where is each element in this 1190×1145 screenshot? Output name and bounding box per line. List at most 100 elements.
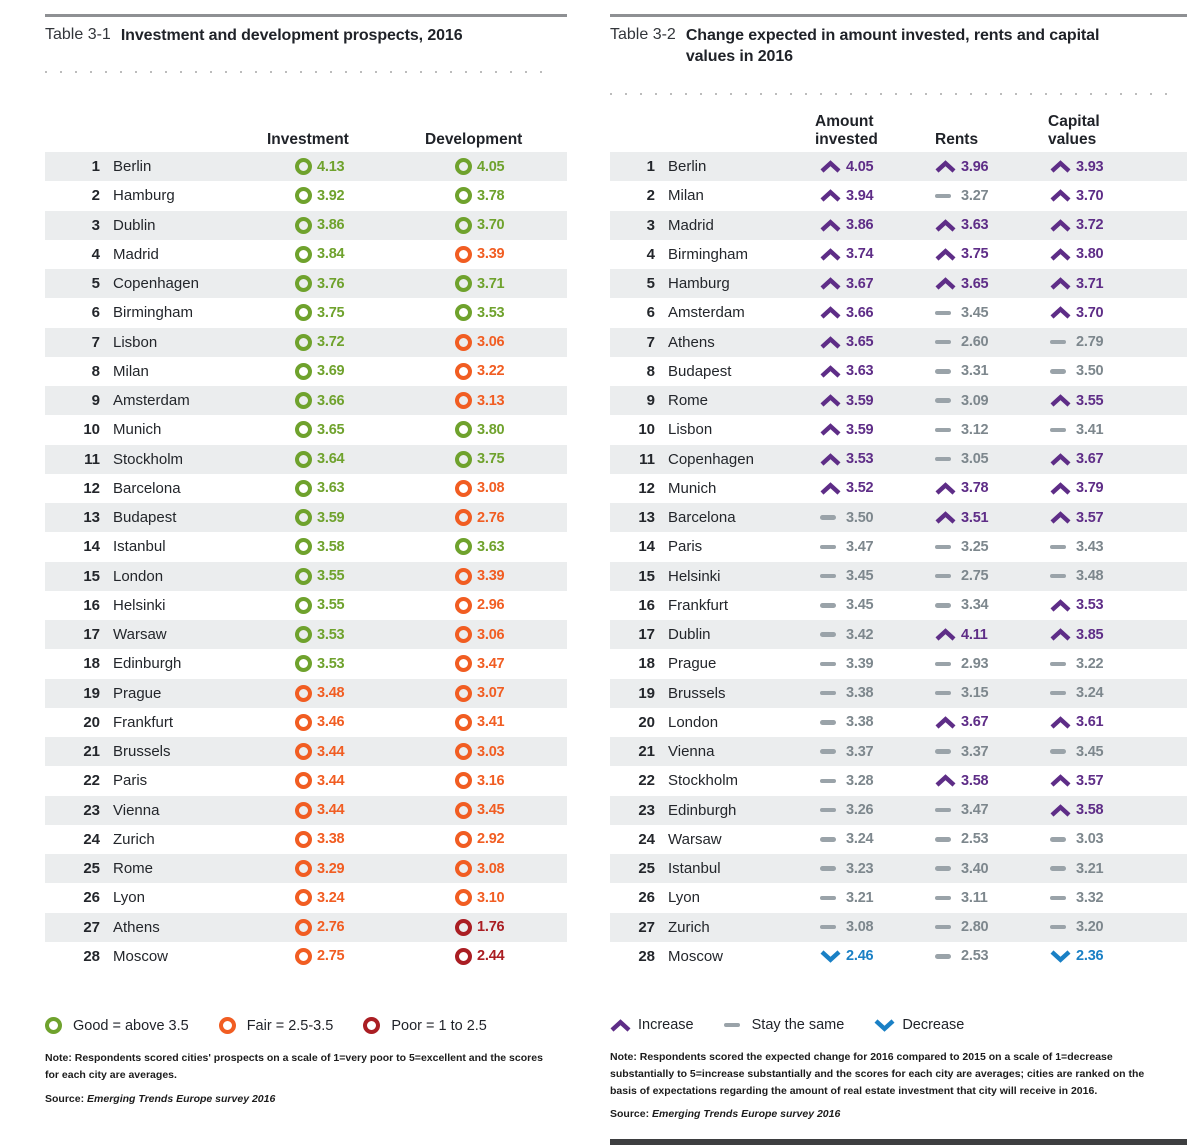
city-cell: Budapest <box>668 362 732 380</box>
trend-value: 3.63 <box>961 217 989 234</box>
trend-cell: 3.70 <box>1050 188 1187 204</box>
stay-same-dash-icon <box>935 603 951 608</box>
score-cell: 3.78 <box>455 187 567 205</box>
stay-same-dash-icon <box>723 1022 745 1028</box>
city-cell: Lisbon <box>668 421 713 439</box>
rating-circle-icon <box>455 479 472 497</box>
rank-cell: 24 <box>83 830 100 848</box>
city-cell: Berlin <box>668 158 707 176</box>
rank-cell: 19 <box>83 684 100 702</box>
trend-value: 3.11 <box>961 889 988 906</box>
score-value: 3.58 <box>317 538 345 555</box>
trend-cell: 2.80 <box>935 919 1050 935</box>
rating-circle-icon <box>455 216 472 234</box>
trend-cell: 3.03 <box>1050 831 1187 847</box>
trend-cell: 2.53 <box>935 831 1050 847</box>
trend-cell: 3.38 <box>820 714 935 730</box>
table-row: 22 Stockholm 3.28 3.58 3.57 <box>610 766 1187 795</box>
score-value: 3.70 <box>477 217 505 234</box>
trend-value: 3.72 <box>1076 217 1104 234</box>
score-value: 2.44 <box>477 948 505 965</box>
score-cell: 3.72 <box>295 333 455 351</box>
score-value: 3.66 <box>317 392 345 409</box>
trend-value: 3.65 <box>846 334 874 351</box>
table-row: 12 Munich 3.52 3.78 3.79 <box>610 474 1187 503</box>
trend-cell: 3.50 <box>1050 363 1187 379</box>
rank-cell: 16 <box>83 596 100 614</box>
rating-circle-icon <box>295 509 312 527</box>
trend-value: 3.26 <box>846 802 874 819</box>
score-value: 3.80 <box>477 421 505 438</box>
stay-same-dash-icon <box>820 690 836 696</box>
rating-circle-icon <box>455 509 472 527</box>
column-headers: Investment Development <box>45 109 567 149</box>
trend-value: 3.45 <box>961 304 989 321</box>
stay-same-dash-icon <box>935 310 951 316</box>
trend-value: 3.67 <box>961 714 989 731</box>
table-row: 13 Barcelona 3.50 3.51 3.57 <box>610 503 1187 533</box>
subtitle-dot-rule <box>610 93 1170 95</box>
rating-circle-icon <box>455 362 472 380</box>
trend-value: 3.37 <box>961 743 989 760</box>
source-text: Emerging Trends Europe survey 2016 <box>652 1108 841 1121</box>
increase-chevron-icon <box>1050 160 1071 173</box>
rating-circle-icon <box>295 684 312 702</box>
trend-value: 3.51 <box>961 509 989 526</box>
score-cell: 3.39 <box>455 245 567 263</box>
city-cell: Athens <box>668 333 715 351</box>
trend-value: 3.65 <box>961 275 989 292</box>
trend-value: 3.23 <box>846 860 874 877</box>
increase-chevron-icon <box>820 277 841 290</box>
trend-cell: 3.21 <box>1050 861 1187 877</box>
trend-value: 3.66 <box>846 304 874 321</box>
trend-value: 3.05 <box>961 451 989 468</box>
increase-chevron-icon <box>820 482 841 495</box>
city-cell: Warsaw <box>113 626 167 644</box>
trend-cell: 3.25 <box>935 539 1050 555</box>
trend-value: 3.63 <box>846 363 874 380</box>
legend-label: Stay the same <box>751 1017 845 1033</box>
city-cell: Athens <box>113 918 160 936</box>
rating-circle-icon <box>455 158 472 176</box>
trend-cell: 3.58 <box>1050 802 1187 818</box>
table-row: 13 Budapest 3.59 2.76 <box>45 503 567 533</box>
increase-chevron-icon <box>1050 803 1071 817</box>
score-value: 3.53 <box>317 626 345 643</box>
rating-circle-icon <box>455 684 472 702</box>
score-value: 3.71 <box>477 275 505 292</box>
trend-value: 3.42 <box>846 626 874 643</box>
rating-circle-icon <box>295 392 312 410</box>
trend-value: 3.21 <box>846 889 874 906</box>
trend-value: 3.03 <box>1076 831 1104 848</box>
rank-cell: 8 <box>91 362 100 380</box>
trend-cell: 3.58 <box>935 773 1050 789</box>
trend-value: 3.38 <box>846 685 874 702</box>
trend-cell: 3.67 <box>1050 451 1187 467</box>
increase-chevron-icon <box>935 248 956 261</box>
table-row: 23 Edinburgh 3.26 3.47 3.58 <box>610 795 1187 825</box>
rating-circle-icon <box>455 860 472 878</box>
stay-same-dash-icon <box>1050 690 1066 696</box>
score-cell: 3.53 <box>295 655 455 673</box>
trend-value: 3.96 <box>961 158 989 175</box>
score-cell: 3.29 <box>295 860 455 878</box>
score-value: 3.65 <box>317 421 345 438</box>
increase-chevron-icon <box>935 160 956 173</box>
trend-cell: 3.31 <box>935 363 1050 379</box>
city-cell: Stockholm <box>113 450 184 468</box>
trend-cell: 2.53 <box>935 948 1050 964</box>
trend-value: 3.09 <box>961 392 989 409</box>
increase-chevron-icon <box>935 482 956 495</box>
score-cell: 3.39 <box>455 567 567 585</box>
trend-cell: 3.57 <box>1050 773 1187 789</box>
trend-value: 3.50 <box>1076 363 1104 380</box>
rank-cell: 18 <box>83 655 100 673</box>
stay-same-dash-icon <box>820 632 836 637</box>
city-cell: Amsterdam <box>113 392 190 410</box>
rating-circle-icon <box>295 801 312 819</box>
score-cell: 3.03 <box>455 743 567 761</box>
increase-chevron-icon <box>935 774 956 787</box>
trend-value: 2.46 <box>846 948 874 965</box>
score-value: 3.06 <box>477 626 505 643</box>
